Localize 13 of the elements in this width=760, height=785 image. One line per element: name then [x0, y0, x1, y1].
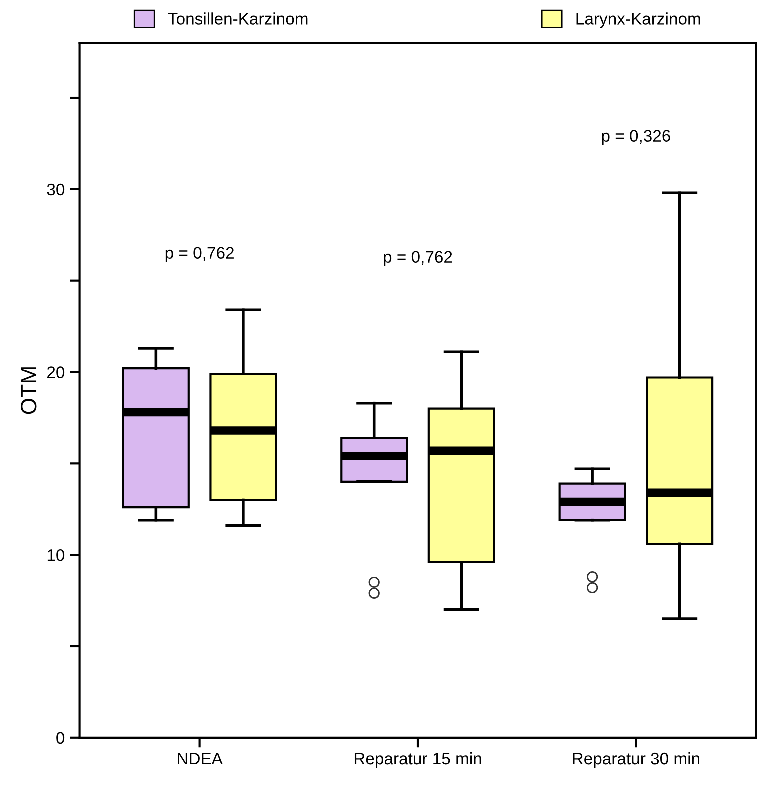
legend-label: Larynx-Karzinom [576, 12, 700, 28]
x-tick-label: Reparatur 15 min [354, 752, 482, 768]
annotation: p = 0,326 [602, 130, 670, 146]
legend-label: Tonsillen-Karzinom [168, 12, 308, 25]
y-tick-label: 0 [56, 732, 65, 744]
x-tick-label: NDEA [178, 753, 223, 765]
y-tick-label: 20 [48, 366, 65, 378]
annotation: p = 0,762 [384, 251, 452, 266]
annotation: p = 0,762 [166, 247, 234, 262]
y-tick-label: 30 [47, 184, 65, 196]
x-tick-label: Reparatur 30 min [573, 752, 700, 768]
y-axis-title: OTM [20, 368, 37, 414]
y-tick-label: 10 [48, 549, 65, 562]
